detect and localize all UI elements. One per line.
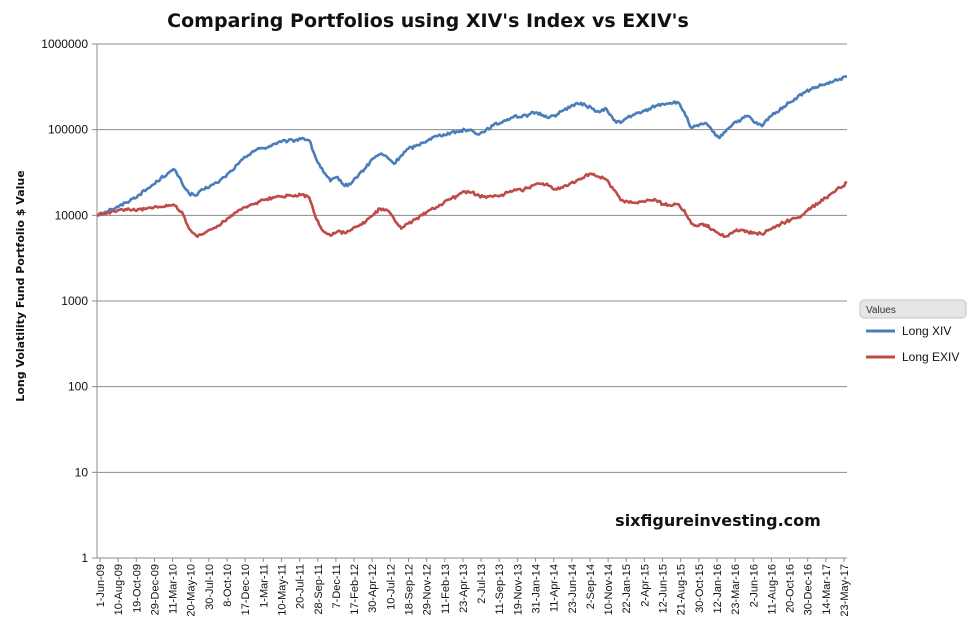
legend-label: Long XIV (902, 324, 951, 338)
x-tick-label: 29-Dec-09 (149, 564, 161, 615)
x-tick-label: 1-Mar-11 (258, 564, 270, 608)
x-tick-label: 10-May-11 (276, 564, 288, 616)
x-tick-label: 22-Jan-15 (621, 564, 633, 614)
x-tick-label: 12-Jun-15 (658, 564, 670, 614)
x-tick-label: 30-Dec-16 (803, 564, 815, 615)
x-tick-label: 7-Dec-11 (331, 564, 343, 608)
x-tick-label: 21-Aug-15 (676, 564, 688, 615)
series-line-long-xiv (96, 75, 848, 217)
x-tick-label: 2-Jun-16 (748, 564, 760, 607)
x-tick-label: 20-May-10 (186, 564, 198, 617)
x-tick-label: 11-Apr-14 (549, 564, 561, 612)
x-tick-label: 18-Sep-12 (403, 564, 415, 615)
y-tick-label: 100000 (48, 123, 88, 137)
x-tick-label: 30-Jul-10 (204, 564, 216, 610)
x-tick-label: 1-Jun-09 (95, 564, 107, 607)
x-tick-label: 11-Feb-13 (440, 564, 452, 614)
x-tick-label: 19-Oct-09 (131, 564, 143, 613)
x-tick-label: 20-Oct-16 (785, 564, 797, 613)
x-tick-label: 17-Feb-12 (349, 564, 361, 615)
legend: Values Long XIV Long EXIV (859, 299, 967, 364)
y-tick-label: 1000 (61, 294, 88, 308)
x-tick-label: 2-Jul-13 (476, 564, 488, 604)
x-tick-label: 12-Jan-16 (712, 564, 724, 614)
x-tick-label: 30-Oct-15 (694, 564, 706, 613)
series-line-long-exiv (96, 172, 848, 239)
y-tick-label: 1000000 (41, 37, 88, 51)
legend-title: Values (866, 305, 896, 316)
x-tick-label: 19-Nov-13 (512, 564, 524, 615)
x-tick-label: 23-Apr-13 (458, 564, 470, 613)
x-tick-label: 2-Sep-14 (585, 564, 597, 609)
x-tick-label: 23-Mar-16 (730, 564, 742, 615)
x-tick-label: 2-Apr-15 (639, 564, 651, 607)
y-tick-label: 10000 (55, 208, 89, 222)
x-tick-label: 20-Jul-11 (295, 564, 307, 609)
watermark-text: sixfigureinvesting.com (615, 511, 821, 530)
y-tick-label: 1 (81, 551, 88, 565)
chart-title: Comparing Portfolios using XIV's Index v… (167, 10, 689, 32)
legend-header (859, 299, 967, 319)
x-tick-label: 10-Aug-09 (113, 564, 125, 615)
x-tick-label: 14-Mar-17 (821, 564, 833, 615)
y-tick-label: 10 (75, 465, 89, 479)
x-tick-label: 23-Jun-14 (567, 564, 579, 614)
x-tick-label: 29-Nov-12 (422, 564, 434, 615)
x-tick-label: 17-Dec-10 (240, 564, 252, 615)
axes (96, 44, 845, 562)
x-tick-label: 8-Oct-10 (222, 564, 234, 607)
x-tick-labels: 1-Jun-09 10-Aug-09 19-Oct-09 29-Dec-09 11-Ma… (95, 564, 851, 617)
x-tick-label: 31-Jan-14 (531, 564, 543, 614)
x-tick-label: 28-Sep-11 (313, 564, 325, 615)
x-tick-label: 23-May-17 (839, 564, 851, 617)
x-tick-label: 10-Nov-14 (603, 564, 615, 615)
x-tick-label: 10-Jul-12 (385, 564, 397, 610)
legend-label: Long EXIV (902, 350, 959, 364)
series-lines (96, 75, 848, 239)
x-tick-label: 11-Sep-13 (494, 564, 506, 615)
x-tick-label: 11-Aug-16 (766, 564, 778, 615)
y-tick-labels: 1 10 100 1000 10000 100000 1000000 (41, 37, 88, 565)
x-tick-label: 30-Apr-12 (367, 564, 379, 613)
y-tick-label: 100 (68, 380, 88, 394)
x-tick-label: 11-Mar-10 (168, 564, 180, 614)
y-axis-label: Long Volatility Fund Portfolio $ Value (14, 170, 27, 401)
gridlines (92, 43, 847, 559)
